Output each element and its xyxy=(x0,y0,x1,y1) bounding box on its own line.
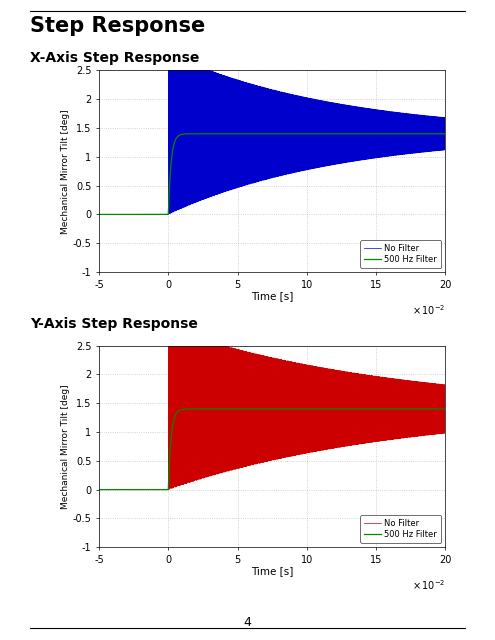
No Filter xyxy=(110,211,116,218)
No Filter xyxy=(164,211,170,218)
Text: 4: 4 xyxy=(244,616,251,629)
Text: $\times\,10^{-2}$: $\times\,10^{-2}$ xyxy=(412,579,446,592)
500 Hz Filter xyxy=(269,130,275,138)
500 Hz Filter xyxy=(117,211,123,218)
No Filter xyxy=(96,211,102,218)
500 Hz Filter xyxy=(110,486,116,493)
No Filter xyxy=(164,486,170,493)
500 Hz Filter xyxy=(164,211,170,218)
No Filter xyxy=(265,102,271,109)
Text: Y-Axis Step Response: Y-Axis Step Response xyxy=(30,317,198,331)
Line: No Filter: No Filter xyxy=(99,328,446,490)
500 Hz Filter xyxy=(96,211,102,218)
No Filter xyxy=(424,414,430,422)
Y-axis label: Mechanical Mirror Tilt [deg]: Mechanical Mirror Tilt [deg] xyxy=(61,109,70,234)
500 Hz Filter xyxy=(265,405,271,413)
No Filter xyxy=(98,486,103,493)
500 Hz Filter xyxy=(96,486,102,493)
No Filter xyxy=(424,140,430,147)
X-axis label: Time [s]: Time [s] xyxy=(251,566,294,576)
No Filter xyxy=(98,211,103,218)
No Filter xyxy=(117,486,123,493)
500 Hz Filter xyxy=(424,130,430,138)
Legend: No Filter, 500 Hz Filter: No Filter, 500 Hz Filter xyxy=(360,240,442,268)
Y-axis label: Mechanical Mirror Tilt [deg]: Mechanical Mirror Tilt [deg] xyxy=(61,384,70,509)
Text: $\times\,10^{-2}$: $\times\,10^{-2}$ xyxy=(412,303,446,317)
Text: X-Axis Step Response: X-Axis Step Response xyxy=(30,51,199,65)
No Filter xyxy=(96,486,102,493)
No Filter xyxy=(166,49,172,57)
No Filter xyxy=(265,457,271,465)
No Filter xyxy=(443,146,448,154)
500 Hz Filter xyxy=(98,486,103,493)
500 Hz Filter xyxy=(110,211,116,218)
X-axis label: Time [s]: Time [s] xyxy=(251,291,294,301)
500 Hz Filter xyxy=(443,130,448,138)
No Filter xyxy=(110,486,116,493)
500 Hz Filter xyxy=(164,486,170,493)
No Filter xyxy=(117,211,123,218)
500 Hz Filter xyxy=(269,405,275,413)
500 Hz Filter xyxy=(98,211,103,218)
Line: No Filter: No Filter xyxy=(99,53,446,214)
500 Hz Filter xyxy=(265,130,271,138)
500 Hz Filter xyxy=(424,405,430,413)
No Filter xyxy=(443,429,448,437)
500 Hz Filter xyxy=(117,486,123,493)
Line: 500 Hz Filter: 500 Hz Filter xyxy=(99,409,446,490)
Line: 500 Hz Filter: 500 Hz Filter xyxy=(99,134,446,214)
Legend: No Filter, 500 Hz Filter: No Filter, 500 Hz Filter xyxy=(360,515,442,543)
500 Hz Filter xyxy=(443,405,448,413)
Text: Step Response: Step Response xyxy=(30,16,205,36)
No Filter xyxy=(166,324,172,332)
